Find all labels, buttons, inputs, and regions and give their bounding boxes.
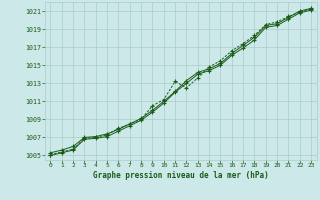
X-axis label: Graphe pression niveau de la mer (hPa): Graphe pression niveau de la mer (hPa) [93,171,269,180]
